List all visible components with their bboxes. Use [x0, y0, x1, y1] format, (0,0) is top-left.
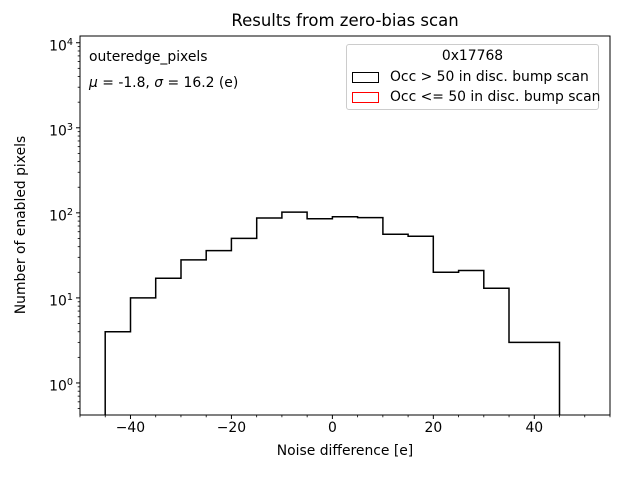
x-tick-label: 20 — [424, 420, 443, 436]
y-tick-label: 102 — [49, 206, 73, 225]
x-tick-label: −40 — [115, 420, 146, 436]
y-tick-label: 104 — [49, 36, 73, 55]
chart-title: Results from zero-bias scan — [231, 11, 459, 30]
mu-value: = -1.8, — [97, 75, 155, 91]
legend-swatch-black-outline — [352, 71, 379, 83]
mu-symbol: μ — [89, 75, 98, 91]
histogram-outline — [104, 211, 561, 415]
legend-entry-label: Occ > 50 in disc. bump scan — [390, 69, 589, 85]
x-tick-label: 0 — [327, 420, 337, 436]
sigma-symbol: σ — [154, 75, 164, 91]
legend-swatch-red-outline — [352, 91, 379, 103]
annotation-stats: μ = -1.8, σ = 16.2 (e) — [89, 75, 238, 91]
annotation-dataset-name: outeredge_pixels — [89, 49, 208, 65]
plot-border — [79, 35, 611, 416]
y-axis-label: Number of enabled pixels — [13, 135, 29, 315]
legend-entry-occ-le-50: Occ <= 50 in disc. bump scan — [347, 87, 601, 107]
legend-entry-occ-gt-50: Occ > 50 in disc. bump scan — [347, 67, 598, 87]
sigma-value: = 16.2 (e) — [163, 75, 239, 91]
y-tick-label: 101 — [49, 291, 73, 310]
legend-entry-label: Occ <= 50 in disc. bump scan — [390, 89, 601, 105]
y-tick-label: 103 — [49, 121, 73, 140]
legend-title: 0x17768 — [441, 48, 504, 64]
x-tick-label: −20 — [216, 420, 247, 436]
legend: 0x17768 Occ > 50 in disc. bump scan Occ … — [346, 44, 601, 110]
x-tick-label: 40 — [525, 420, 544, 436]
x-axis-label: Noise difference [e] — [276, 443, 414, 459]
y-tick-label: 100 — [49, 376, 73, 395]
